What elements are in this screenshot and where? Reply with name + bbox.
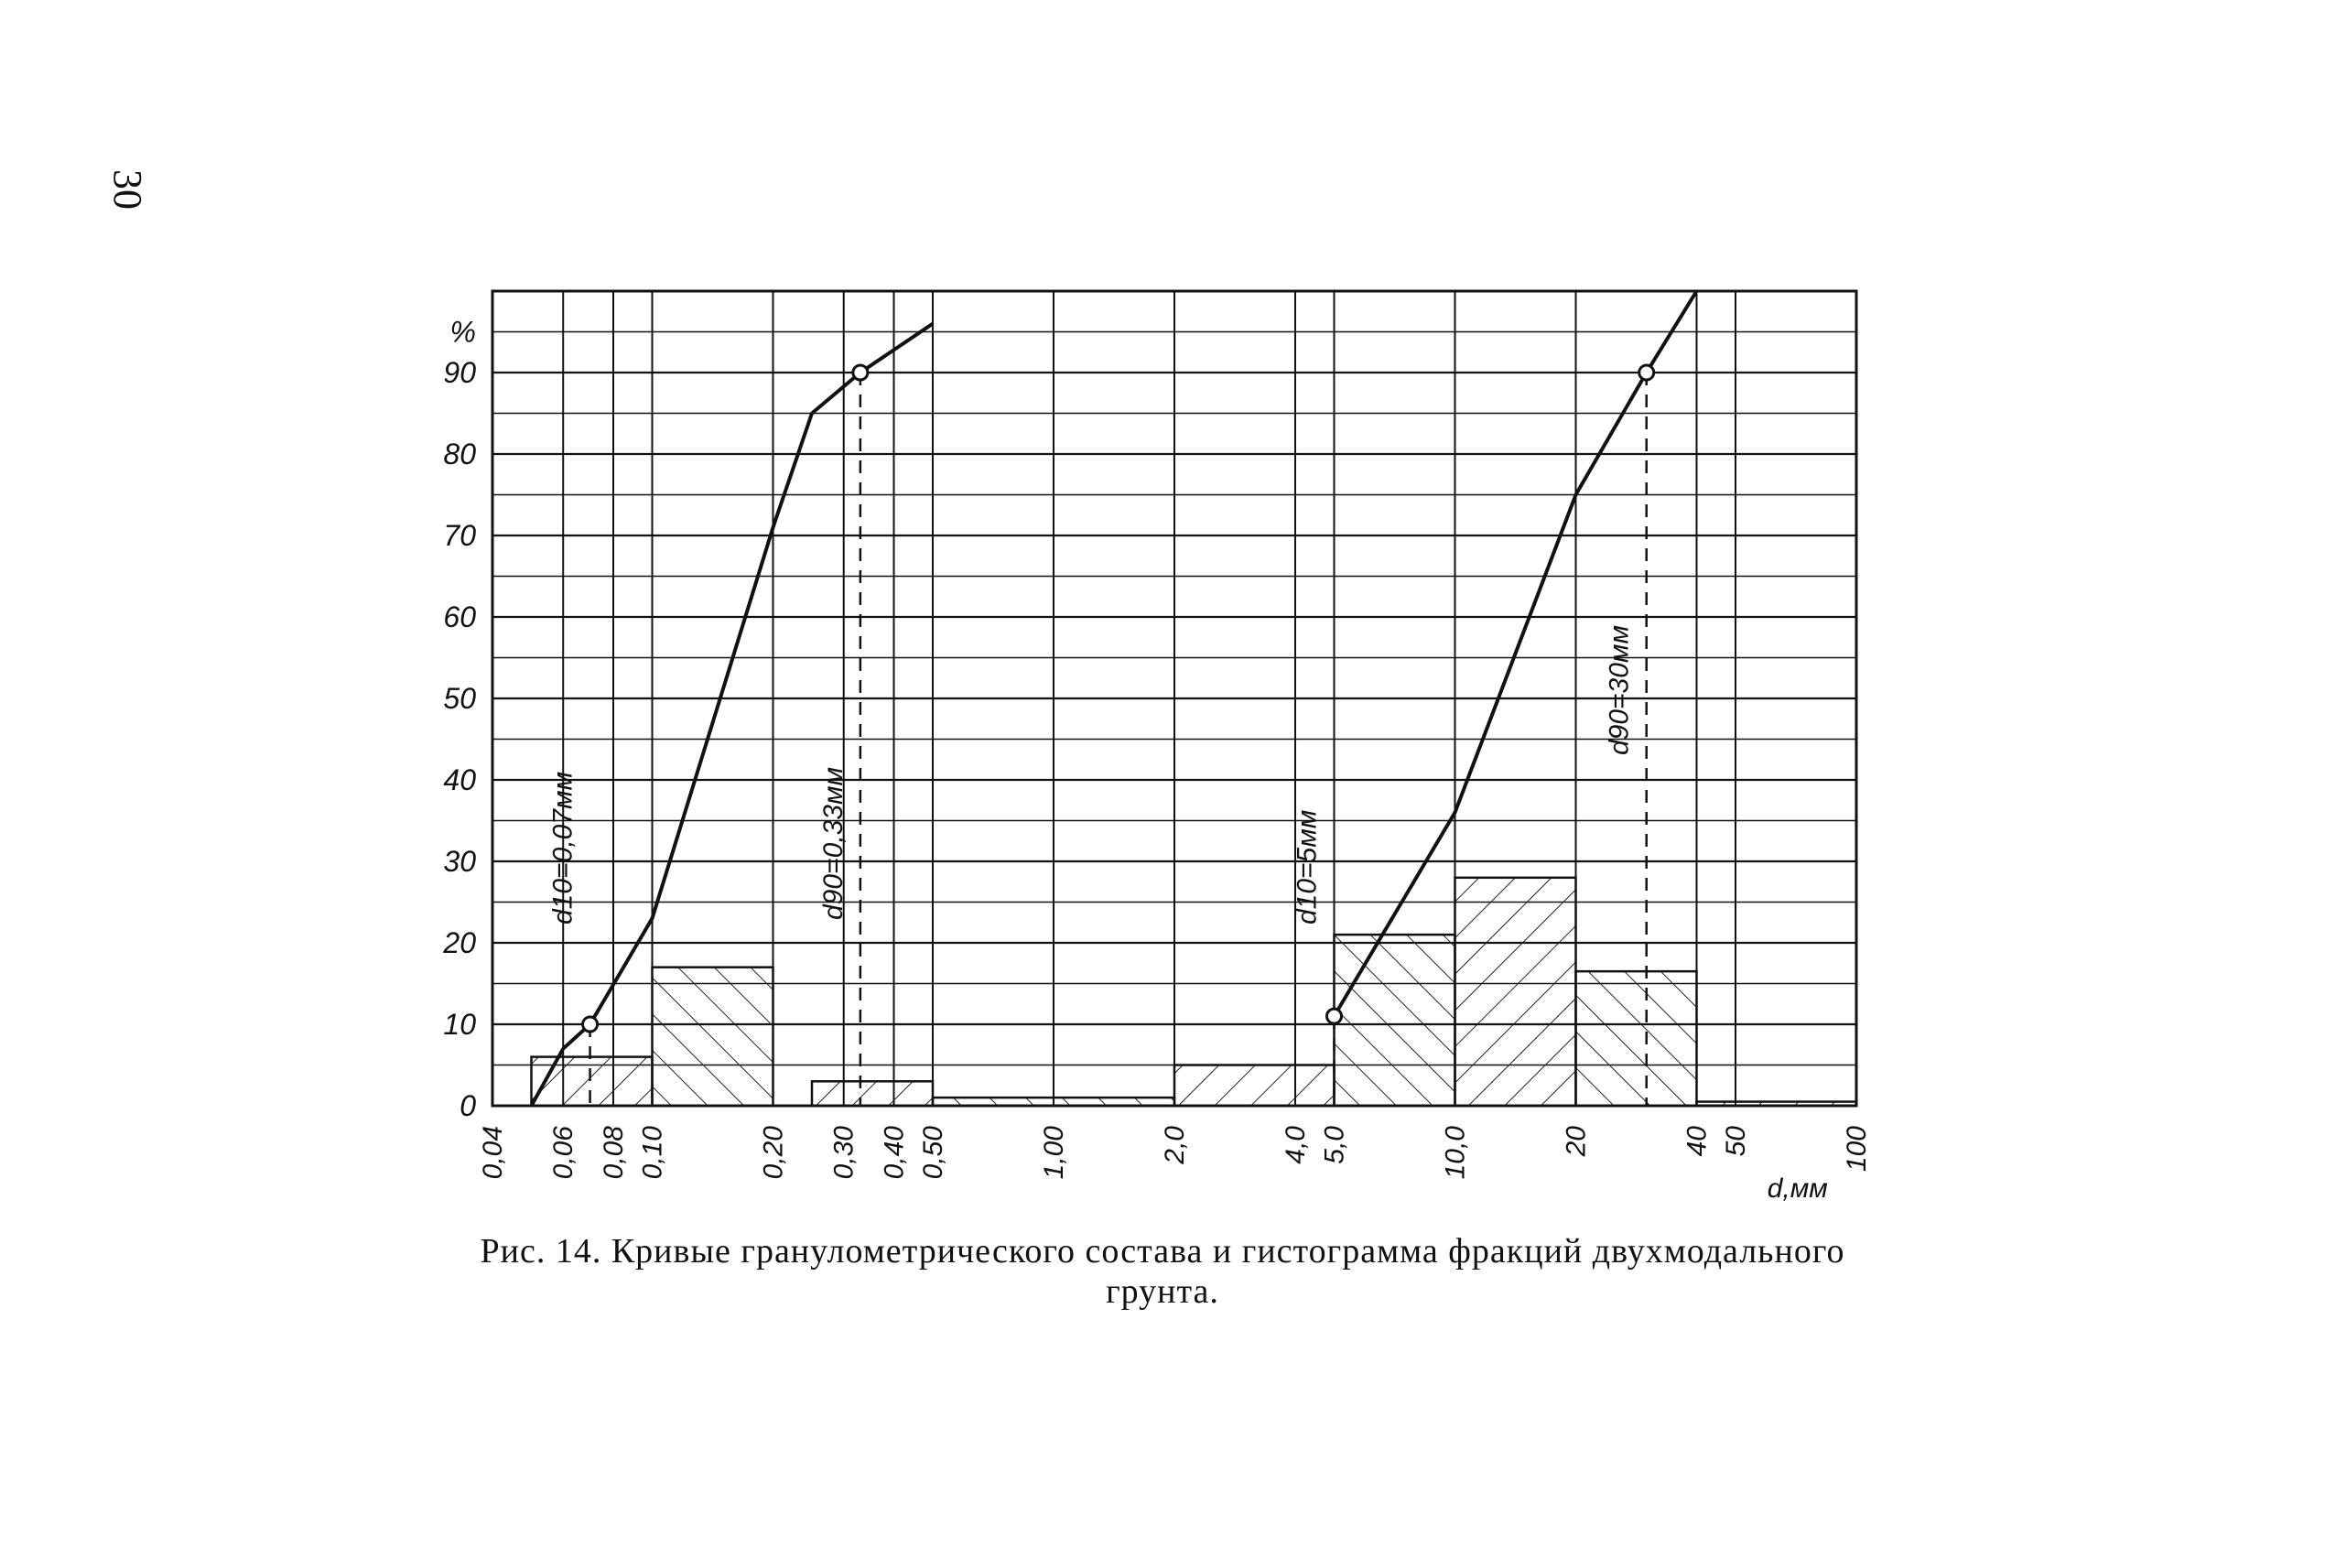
histogram: [530, 876, 1858, 1108]
y-tick-label: 0: [460, 1089, 476, 1122]
x-tick-label: 1,00: [1039, 1126, 1069, 1180]
histogram-bar: [1173, 1064, 1336, 1108]
x-tick-label: 0,06: [548, 1126, 579, 1180]
tick-labels: 0 10 20 30 40 50 60 70 80 90% 0,04 0,06 0,08 0,10 0,20…: [442, 316, 1872, 1180]
y-tick-label: 20: [442, 926, 476, 959]
x-tick-label: 0,50: [918, 1126, 948, 1180]
grain-size-curve: [1332, 289, 1699, 1018]
marker-label: d90=0,33мм: [818, 767, 849, 920]
marker-point: [1638, 363, 1656, 382]
x-tick-label: 20: [1562, 1126, 1592, 1158]
grain-size-curve: [529, 321, 935, 1107]
histogram-bar: [1574, 969, 1698, 1108]
y-tick-label: 50: [443, 682, 476, 715]
histogram-bar: [1454, 876, 1577, 1108]
y-tick-label: 30: [443, 845, 476, 878]
y-tick-label: 40: [443, 763, 476, 796]
marker-point: [581, 1015, 600, 1033]
x-tick-label: 0,10: [637, 1126, 667, 1180]
histogram-bar: [651, 966, 774, 1108]
x-tick-label: 0,30: [829, 1126, 860, 1180]
grid: [491, 289, 1858, 1108]
markers: d10=0,07мм d90=0,33мм d10=5мм d90=30мм: [548, 363, 1656, 1033]
histogram-bar: [530, 1055, 654, 1108]
x-axis-label: d,мм: [1768, 1173, 1828, 1204]
x-tick-label: 0,04: [478, 1126, 508, 1179]
histogram-bar: [931, 1096, 1176, 1108]
y-tick-label: %: [450, 316, 476, 349]
y-tick-label: 60: [443, 600, 476, 633]
x-tick-label: 0,40: [880, 1126, 910, 1180]
x-tick-label: 0,08: [599, 1126, 629, 1180]
grain-size-curves: [529, 289, 1699, 1107]
y-tick-label: 10: [443, 1008, 476, 1041]
x-tick-label: 0,20: [758, 1126, 788, 1180]
marker-point: [851, 363, 870, 382]
x-tick-label: 100: [1842, 1126, 1872, 1172]
x-tick-label: 10,0: [1440, 1126, 1470, 1180]
histogram-bar: [810, 1080, 935, 1108]
marker-label: d10=0,07мм: [548, 772, 579, 925]
histogram-bar: [1333, 933, 1456, 1108]
x-tick-label: 4,0: [1281, 1126, 1311, 1164]
y-tick-label: 80: [443, 438, 476, 470]
x-tick-label: 40: [1682, 1126, 1713, 1157]
y-tick-label: 70: [443, 519, 476, 552]
x-tick-label: 50: [1721, 1126, 1751, 1157]
marker-point: [1325, 1007, 1343, 1025]
x-tick-label: 2,0: [1160, 1126, 1190, 1165]
histogram-bar: [1695, 1100, 1858, 1108]
x-tick-label: 5,0: [1319, 1126, 1349, 1164]
figure-caption: Рис. 14. Кривые гранулометрического сост…: [384, 1231, 1941, 1312]
y-tick-label: 90: [443, 356, 476, 389]
marker-label: d10=5мм: [1292, 810, 1322, 925]
caption-line-2: грунта.: [1106, 1272, 1219, 1311]
marker-guides: [589, 373, 1648, 1106]
marker-label: d90=30мм: [1605, 625, 1635, 755]
caption-line-1: Рис. 14. Кривые гранулометрического сост…: [480, 1232, 1845, 1271]
